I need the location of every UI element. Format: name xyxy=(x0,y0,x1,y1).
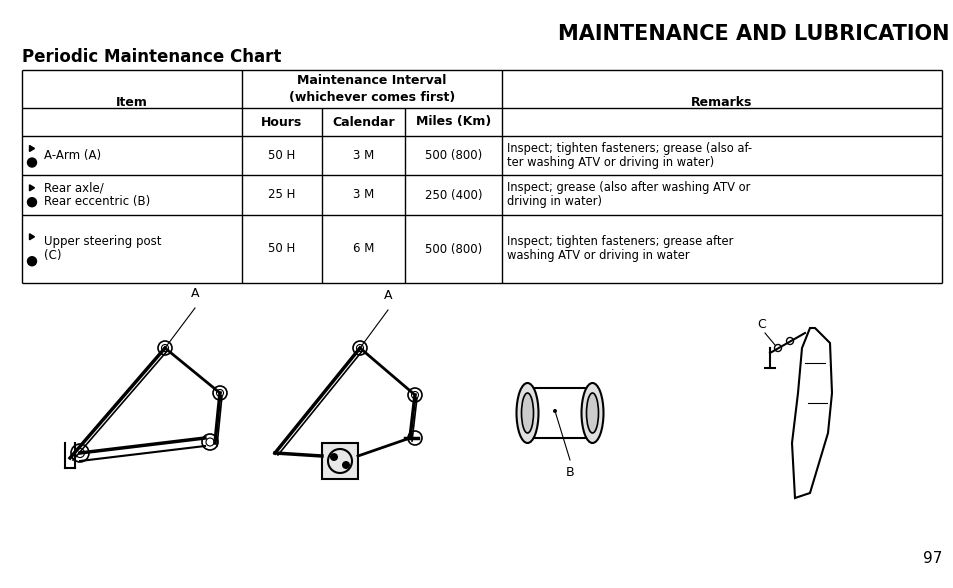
Text: Rear axle/: Rear axle/ xyxy=(44,182,104,195)
Text: ter washing ATV or driving in water): ter washing ATV or driving in water) xyxy=(506,156,714,169)
Text: Calendar: Calendar xyxy=(332,115,395,129)
Text: B: B xyxy=(565,466,574,479)
Text: Item: Item xyxy=(116,96,148,109)
Circle shape xyxy=(341,461,350,469)
Text: 250 (400): 250 (400) xyxy=(424,189,482,202)
Text: MAINTENANCE AND LUBRICATION: MAINTENANCE AND LUBRICATION xyxy=(558,24,949,44)
Circle shape xyxy=(28,257,36,266)
Text: 97: 97 xyxy=(922,551,941,566)
Text: Hours: Hours xyxy=(261,115,302,129)
Text: Inspect; grease (also after washing ATV or: Inspect; grease (also after washing ATV … xyxy=(506,182,750,195)
Text: C: C xyxy=(757,318,765,331)
Ellipse shape xyxy=(521,393,533,433)
Ellipse shape xyxy=(516,383,537,443)
Circle shape xyxy=(330,453,337,461)
Ellipse shape xyxy=(581,383,603,443)
Text: 25 H: 25 H xyxy=(268,189,295,202)
Text: A: A xyxy=(383,289,392,302)
Text: 6 M: 6 M xyxy=(353,242,374,256)
Text: Maintenance Interval
(whichever comes first): Maintenance Interval (whichever comes fi… xyxy=(289,74,455,105)
Text: Inspect; tighten fasteners; grease (also af-: Inspect; tighten fasteners; grease (also… xyxy=(506,142,751,155)
Text: 3 M: 3 M xyxy=(353,149,374,162)
Circle shape xyxy=(28,198,36,207)
Polygon shape xyxy=(30,234,34,240)
Bar xyxy=(322,443,357,479)
Text: driving in water): driving in water) xyxy=(506,195,601,209)
Text: Rear eccentric (B): Rear eccentric (B) xyxy=(44,195,150,209)
Text: Periodic Maintenance Chart: Periodic Maintenance Chart xyxy=(22,48,281,66)
Ellipse shape xyxy=(586,393,598,433)
Circle shape xyxy=(553,409,557,413)
Text: 50 H: 50 H xyxy=(268,149,295,162)
Text: A: A xyxy=(191,287,199,300)
Text: Inspect; tighten fasteners; grease after: Inspect; tighten fasteners; grease after xyxy=(506,236,733,249)
Text: A-Arm (A): A-Arm (A) xyxy=(44,149,101,162)
Text: Remarks: Remarks xyxy=(691,96,752,109)
Bar xyxy=(527,388,592,438)
Text: 500 (800): 500 (800) xyxy=(424,242,481,256)
Text: 3 M: 3 M xyxy=(353,189,374,202)
Circle shape xyxy=(28,158,36,167)
Text: Upper steering post: Upper steering post xyxy=(44,236,161,249)
Polygon shape xyxy=(30,145,34,152)
Text: 50 H: 50 H xyxy=(268,242,295,256)
Polygon shape xyxy=(30,185,34,191)
Text: (C): (C) xyxy=(44,249,61,262)
Text: 500 (800): 500 (800) xyxy=(424,149,481,162)
Text: washing ATV or driving in water: washing ATV or driving in water xyxy=(506,249,689,262)
Text: Miles (Km): Miles (Km) xyxy=(416,115,491,129)
